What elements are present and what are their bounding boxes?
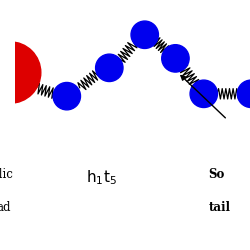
Text: ad: ad [0,200,10,213]
Circle shape [130,22,158,49]
Circle shape [95,55,122,82]
Circle shape [236,81,250,108]
Text: So: So [208,167,224,180]
Text: $\mathrm{h_1 t_5}$: $\mathrm{h_1 t_5}$ [85,167,116,186]
Circle shape [161,46,188,73]
Circle shape [0,43,41,104]
Text: tail: tail [208,200,230,213]
Circle shape [53,83,80,110]
Text: ilic: ilic [0,167,14,180]
Circle shape [189,81,216,108]
